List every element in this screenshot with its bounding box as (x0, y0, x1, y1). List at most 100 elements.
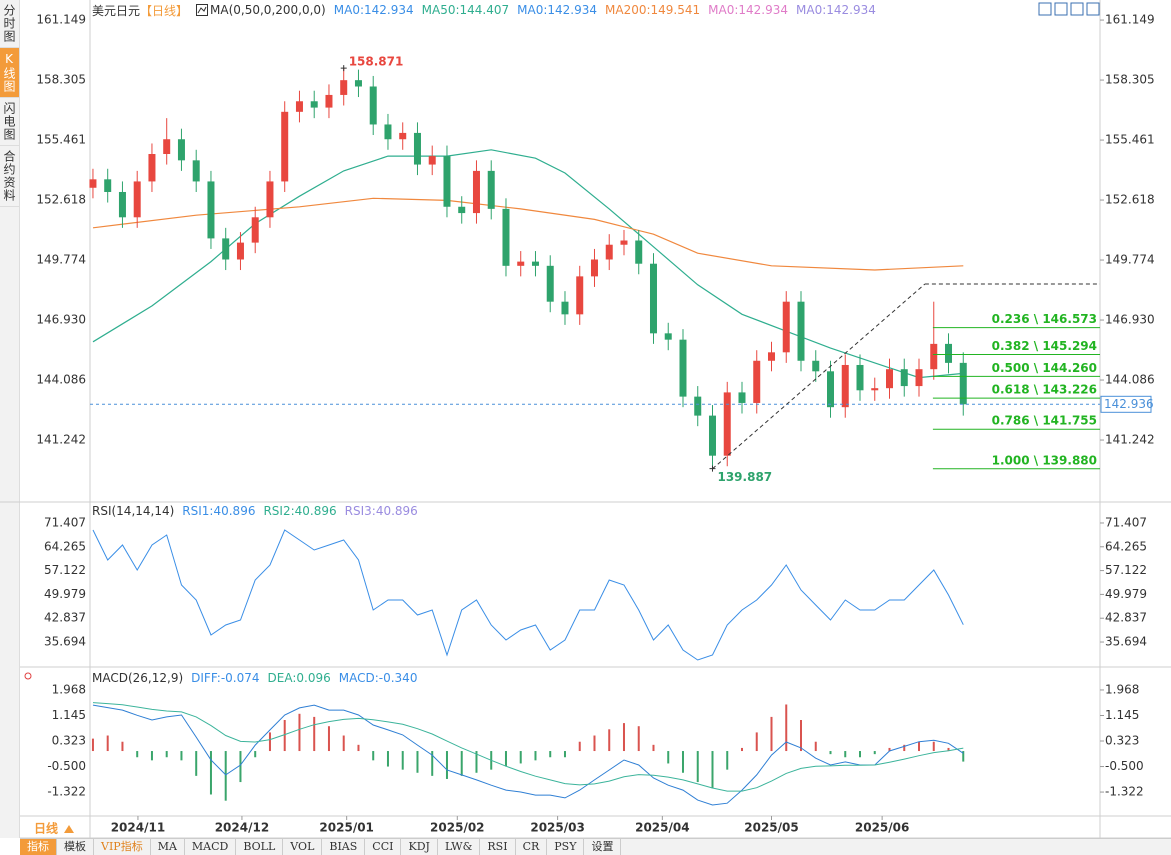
y-tick-label-right: -0.500 (1105, 759, 1144, 773)
macd-line (92, 704, 964, 806)
toolbar-button[interactable]: VOL (283, 839, 323, 855)
legend-item: DEA:0.096 (267, 671, 331, 685)
fib-label: 0.618 \ 143.226 (992, 383, 1097, 397)
candle-body (487, 170, 495, 209)
candle-body (148, 154, 156, 182)
indicator: MA(0,50,0,200,0,0) (210, 3, 326, 17)
macd-bar (254, 751, 257, 758)
candle-body (797, 301, 805, 361)
candle-body (664, 333, 672, 340)
candle-body (900, 369, 908, 387)
sidebar-tab[interactable]: 合约资料 (0, 146, 19, 207)
toolbar-button[interactable]: 模板 (57, 839, 94, 855)
macd-bar (785, 704, 788, 752)
candle-body (325, 94, 333, 108)
candle-body (384, 124, 392, 140)
toolbar-button[interactable]: MACD (185, 839, 237, 855)
legend-item: MA0:142.934 (796, 3, 876, 17)
candle-body (886, 369, 894, 389)
period-selector: 日线 (34, 821, 58, 836)
candle-body (679, 339, 687, 397)
macd-bar (136, 751, 139, 758)
indicator-icon[interactable] (196, 4, 209, 16)
toolbar-button[interactable]: CR (516, 839, 548, 855)
candle-body (945, 343, 953, 363)
candle-body (590, 259, 598, 277)
macd-bar (622, 723, 625, 752)
candle-body (930, 343, 938, 370)
candle-body (826, 371, 834, 408)
candle-body (767, 352, 775, 361)
toolbar-button[interactable]: MA (151, 839, 185, 855)
toolbar-button[interactable]: VIP指标 (94, 839, 151, 855)
period-arrow[interactable] (64, 825, 74, 833)
legend-item: MA0:142.934 (517, 3, 597, 17)
candle-body (649, 263, 657, 334)
period: 【日线】 (140, 3, 189, 18)
y-tick-label-right: 1.145 (1105, 708, 1139, 722)
macd-bar (578, 741, 581, 752)
y-tick-label-right: 42.837 (1105, 611, 1147, 625)
legend-item: MA50:144.407 (421, 3, 510, 17)
legend-item: MA0:142.934 (333, 3, 414, 17)
macd-bar (106, 735, 109, 752)
x-tick-label: 2024/12 (215, 821, 269, 835)
macd-bar (195, 751, 198, 776)
y-tick-label-right: 57.122 (1105, 563, 1147, 577)
toolbar-button[interactable]: RSI (480, 839, 516, 855)
macd-bar (372, 751, 375, 761)
x-tick-label: 2025/05 (744, 821, 798, 835)
candle-body (856, 364, 864, 391)
candle-body (428, 156, 436, 165)
candle-body (369, 86, 377, 125)
x-tick-label: 2024/11 (111, 821, 165, 835)
toolbar-button[interactable]: BIAS (322, 839, 366, 855)
y-tick-label-right: 149.774 (1105, 253, 1155, 267)
trend-line (712, 283, 926, 470)
symbol: 美元日元 (92, 3, 141, 18)
macd-bar (150, 751, 153, 761)
icon-move[interactable] (1038, 2, 1052, 16)
high-label: 158.871 (349, 55, 404, 69)
macd-bar (327, 726, 330, 752)
macd-bar (711, 751, 714, 789)
macd-bar (165, 751, 168, 758)
macd-bar (268, 732, 271, 752)
toolbar-button[interactable]: BOLL (236, 839, 284, 855)
candle-body (620, 240, 628, 245)
y-tick-label: 144.086 (36, 373, 86, 387)
candle-body (310, 101, 318, 108)
toolbar-button[interactable]: CCI (365, 839, 402, 855)
icon-forward[interactable] (1086, 2, 1100, 16)
toolbar-button[interactable]: 指标 (20, 839, 57, 855)
toolbar-button[interactable]: LW& (438, 839, 481, 855)
y-tick-label: 35.694 (44, 635, 86, 649)
candle-body (163, 139, 171, 155)
y-tick-label: 71.407 (44, 515, 86, 529)
toolbar-button[interactable]: KDJ (401, 839, 438, 855)
candle-body (723, 392, 731, 456)
icon-back[interactable] (1070, 2, 1084, 16)
y-tick-label-right: 141.242 (1105, 433, 1155, 447)
icon-zoom[interactable] (1054, 2, 1068, 16)
fib-label: 0.500 \ 144.260 (992, 361, 1097, 375)
candle-body (340, 80, 348, 95)
macd-bar (770, 716, 773, 752)
y-tick-label-right: 35.694 (1105, 635, 1147, 649)
legend-item: MA0:142.934 (708, 3, 789, 17)
candle-body (443, 156, 451, 207)
candle-body (236, 242, 244, 260)
sidebar-tab[interactable]: K线图 (0, 48, 19, 98)
macd-line (92, 702, 964, 792)
toolbar-button[interactable]: PSY (547, 839, 585, 855)
macd-bar (947, 747, 950, 752)
y-tick-label: 149.774 (36, 253, 86, 267)
y-tick-label-right: 161.149 (1105, 13, 1155, 27)
sidebar-tab[interactable]: 闪电图 (0, 98, 19, 146)
sidebar-tab[interactable]: 分时图 (0, 0, 19, 48)
toolbar-button[interactable]: 设置 (584, 839, 622, 855)
x-tick-label: 2025/06 (855, 821, 909, 835)
candle-body (841, 364, 849, 408)
macd-bar (401, 751, 404, 770)
candle-body (546, 265, 554, 302)
